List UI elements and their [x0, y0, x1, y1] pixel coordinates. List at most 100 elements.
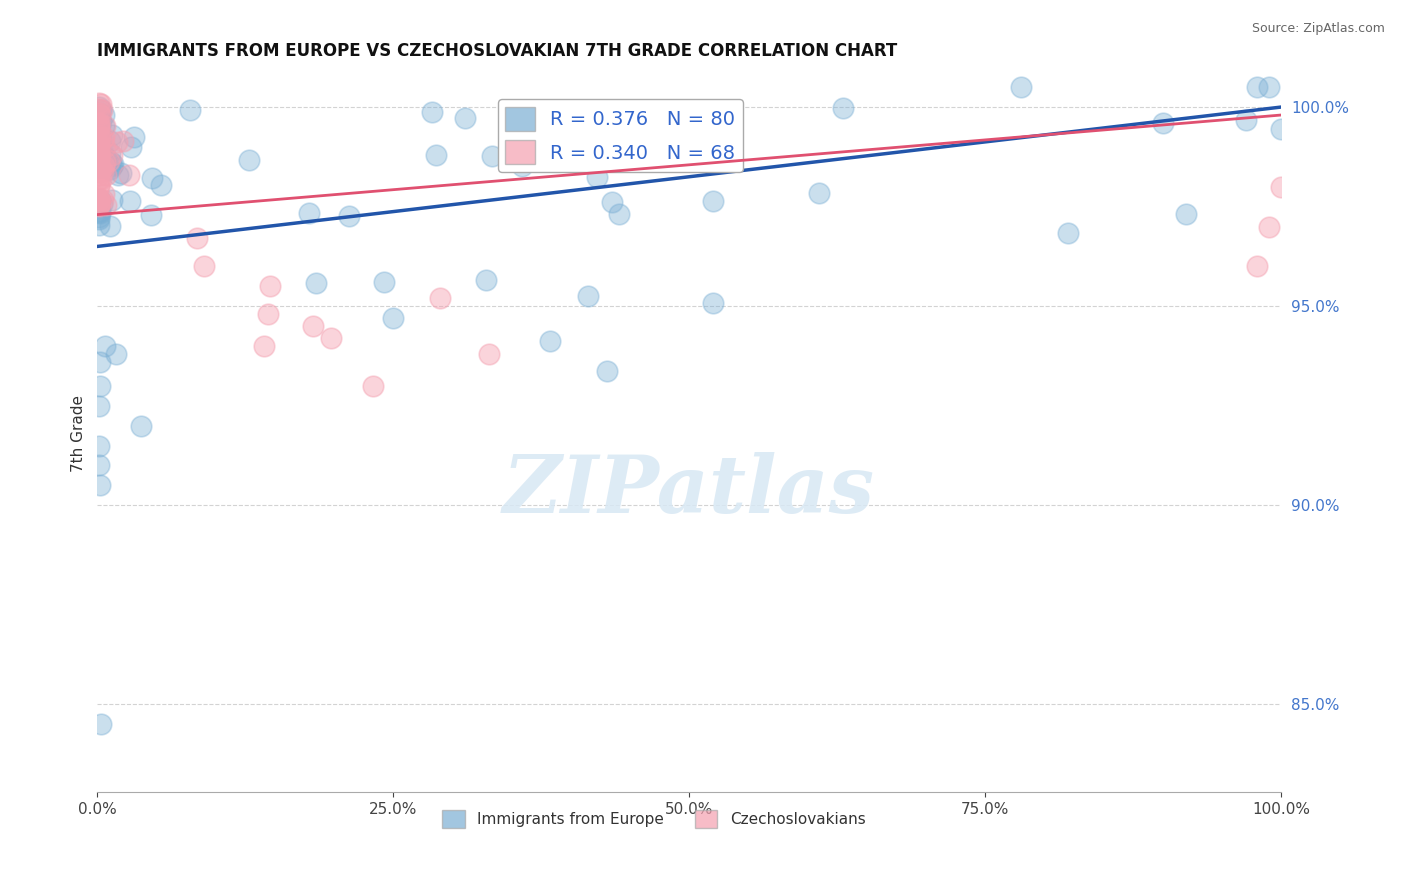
Point — [87, 191, 110, 205]
Text: ZIPatlas: ZIPatlas — [503, 452, 876, 530]
Point — [1057, 226, 1080, 240]
Point — [120, 140, 142, 154]
Point — [87, 108, 110, 122]
Point — [90, 103, 112, 118]
Point — [478, 347, 501, 361]
Point — [89, 130, 111, 145]
Point — [141, 170, 163, 185]
Point — [475, 273, 498, 287]
Point — [87, 458, 110, 473]
Point — [702, 296, 724, 310]
Point — [87, 197, 110, 211]
Point — [91, 131, 114, 145]
Point — [302, 319, 325, 334]
Point — [585, 169, 607, 184]
Point — [90, 162, 112, 177]
Point — [87, 179, 110, 194]
Point — [87, 210, 110, 224]
Point — [337, 209, 360, 223]
Point — [105, 347, 128, 361]
Point — [702, 194, 724, 208]
Point — [87, 141, 110, 155]
Point — [87, 105, 110, 120]
Point — [98, 219, 121, 233]
Point — [87, 152, 110, 166]
Point — [1234, 113, 1257, 128]
Point — [87, 438, 110, 452]
Point — [87, 148, 110, 162]
Point — [105, 135, 128, 149]
Point — [87, 198, 110, 212]
Point — [100, 155, 122, 169]
Point — [100, 193, 122, 207]
Point — [87, 116, 110, 130]
Point — [297, 205, 319, 219]
Point — [93, 129, 115, 144]
Y-axis label: 7th Grade: 7th Grade — [72, 395, 86, 472]
Point — [93, 154, 115, 169]
Point — [1246, 80, 1268, 95]
Point — [87, 96, 110, 111]
Point — [90, 197, 112, 211]
Point — [538, 334, 561, 348]
Point — [87, 150, 110, 164]
Point — [87, 146, 110, 161]
Point — [1270, 179, 1292, 194]
Point — [129, 418, 152, 433]
Point — [1152, 116, 1174, 130]
Point — [373, 275, 395, 289]
Point — [87, 171, 110, 186]
Point — [89, 160, 111, 174]
Point — [1175, 207, 1198, 221]
Point — [87, 199, 110, 213]
Point — [98, 154, 121, 169]
Point — [1010, 80, 1032, 95]
Point — [186, 231, 208, 245]
Point — [98, 145, 121, 160]
Point — [87, 193, 110, 207]
Point — [87, 117, 110, 131]
Text: IMMIGRANTS FROM EUROPE VS CZECHOSLOVAKIAN 7TH GRADE CORRELATION CHART: IMMIGRANTS FROM EUROPE VS CZECHOSLOVAKIA… — [97, 42, 897, 60]
Point — [98, 134, 121, 148]
Point — [179, 103, 201, 117]
Point — [93, 119, 115, 133]
Point — [381, 310, 404, 325]
Point — [596, 364, 619, 378]
Point — [87, 158, 110, 172]
Point — [832, 101, 855, 115]
Point — [87, 165, 110, 179]
Point — [87, 136, 110, 151]
Point — [510, 159, 533, 173]
Point — [87, 117, 110, 131]
Point — [89, 160, 111, 174]
Point — [87, 197, 110, 211]
Point — [238, 153, 260, 167]
Point — [91, 145, 114, 160]
Point — [361, 379, 384, 393]
Point — [87, 102, 110, 116]
Point — [256, 307, 278, 321]
Point — [93, 108, 115, 122]
Point — [94, 198, 117, 212]
Point — [89, 206, 111, 220]
Point — [90, 103, 112, 118]
Point — [89, 203, 111, 218]
Point — [87, 120, 110, 135]
Point — [89, 108, 111, 122]
Point — [90, 172, 112, 186]
Point — [89, 355, 111, 369]
Point — [90, 133, 112, 147]
Point — [93, 186, 115, 201]
Point — [87, 100, 110, 114]
Point — [100, 160, 122, 174]
Point — [89, 193, 111, 207]
Point — [98, 161, 121, 176]
Point — [1270, 122, 1292, 136]
Point — [101, 148, 124, 162]
Point — [103, 157, 125, 171]
Point — [118, 168, 141, 182]
Point — [90, 717, 112, 731]
Point — [425, 148, 447, 162]
Point — [89, 204, 111, 219]
Point — [90, 115, 112, 129]
